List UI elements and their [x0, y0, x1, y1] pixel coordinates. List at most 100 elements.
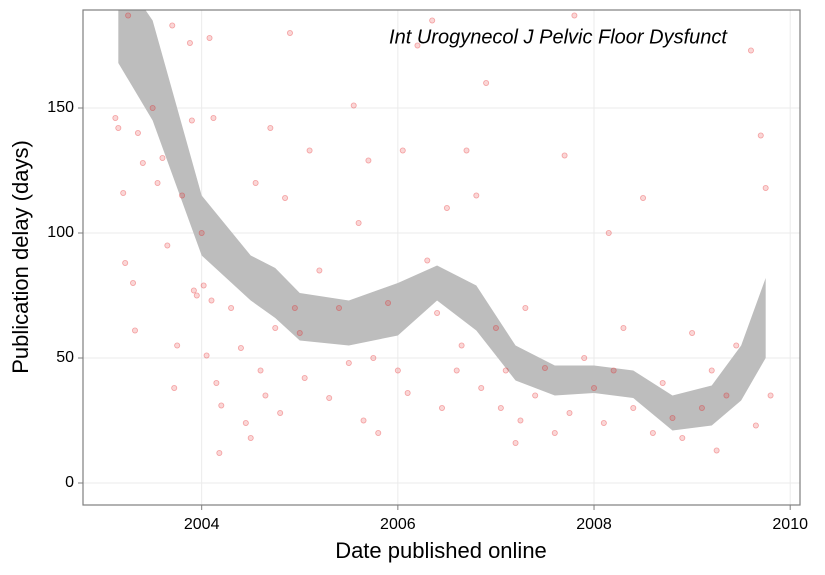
point — [306, 147, 313, 154]
point — [708, 367, 715, 374]
point — [296, 329, 303, 336]
point — [131, 327, 138, 334]
point — [591, 384, 598, 391]
point — [171, 384, 178, 391]
point — [610, 367, 617, 374]
point — [130, 279, 137, 286]
point — [360, 417, 367, 424]
point — [566, 409, 573, 416]
y-axis-title: Publication delay (days) — [8, 140, 33, 374]
point — [179, 192, 186, 199]
point — [762, 184, 769, 191]
point — [291, 304, 298, 311]
y-tick-label: 50 — [56, 349, 74, 366]
point — [517, 417, 524, 424]
point — [218, 402, 225, 409]
point — [186, 40, 193, 47]
point — [159, 154, 166, 161]
point — [600, 419, 607, 426]
plot-background — [83, 10, 800, 505]
point — [252, 179, 259, 186]
point — [210, 115, 217, 122]
point — [443, 204, 450, 211]
point — [385, 299, 392, 306]
point — [438, 404, 445, 411]
point — [399, 147, 406, 154]
point — [497, 404, 504, 411]
point — [541, 364, 548, 371]
axes: 2004 2006 2008 2010 0 50 100 150 — [47, 99, 808, 533]
point — [282, 194, 289, 201]
point — [659, 379, 666, 386]
point — [277, 409, 284, 416]
point — [149, 105, 156, 112]
point — [213, 379, 220, 386]
point — [733, 342, 740, 349]
point — [206, 35, 213, 42]
point — [190, 287, 197, 294]
point — [424, 257, 431, 264]
y-tick-label: 100 — [47, 224, 74, 241]
confidence-band — [118, 10, 766, 431]
point — [286, 29, 293, 36]
point — [267, 125, 274, 132]
point — [336, 304, 343, 311]
point — [723, 392, 730, 399]
point — [429, 17, 436, 24]
point — [200, 282, 207, 289]
point — [316, 267, 323, 274]
x-tick-label: 2008 — [576, 516, 612, 533]
point — [301, 374, 308, 381]
point — [453, 367, 460, 374]
point — [216, 449, 223, 456]
point — [120, 189, 127, 196]
point — [355, 219, 362, 226]
point — [767, 392, 774, 399]
point — [139, 159, 146, 166]
point — [473, 192, 480, 199]
point — [365, 157, 372, 164]
point — [174, 342, 181, 349]
point — [154, 179, 161, 186]
point — [532, 392, 539, 399]
point — [242, 419, 249, 426]
point — [747, 47, 754, 54]
point — [164, 242, 171, 249]
point — [257, 367, 264, 374]
point — [404, 389, 411, 396]
point — [581, 354, 588, 361]
point — [262, 392, 269, 399]
point — [502, 367, 509, 374]
point — [414, 42, 421, 49]
point — [551, 429, 558, 436]
point — [198, 229, 205, 236]
plot-area — [112, 10, 774, 456]
point — [115, 125, 122, 132]
point — [649, 429, 656, 436]
point — [434, 309, 441, 316]
point — [169, 22, 176, 29]
point — [350, 102, 357, 109]
x-axis-title: Date published online — [335, 538, 547, 563]
x-tick-label: 2006 — [380, 516, 416, 533]
point — [203, 352, 210, 359]
point — [492, 324, 499, 331]
point — [326, 394, 333, 401]
annotation: Int Urogynecol J Pelvic Floor Dysfunct — [389, 26, 728, 48]
y-tick-label: 0 — [65, 474, 74, 491]
point — [208, 297, 215, 304]
point — [193, 292, 200, 299]
y-tick-label: 150 — [47, 99, 74, 116]
point — [458, 342, 465, 349]
point — [713, 447, 720, 454]
point — [689, 329, 696, 336]
point — [669, 414, 676, 421]
point — [571, 12, 578, 19]
point — [478, 384, 485, 391]
point — [463, 147, 470, 154]
point — [757, 132, 764, 139]
point — [134, 129, 141, 136]
point — [483, 80, 490, 87]
point — [561, 152, 568, 159]
